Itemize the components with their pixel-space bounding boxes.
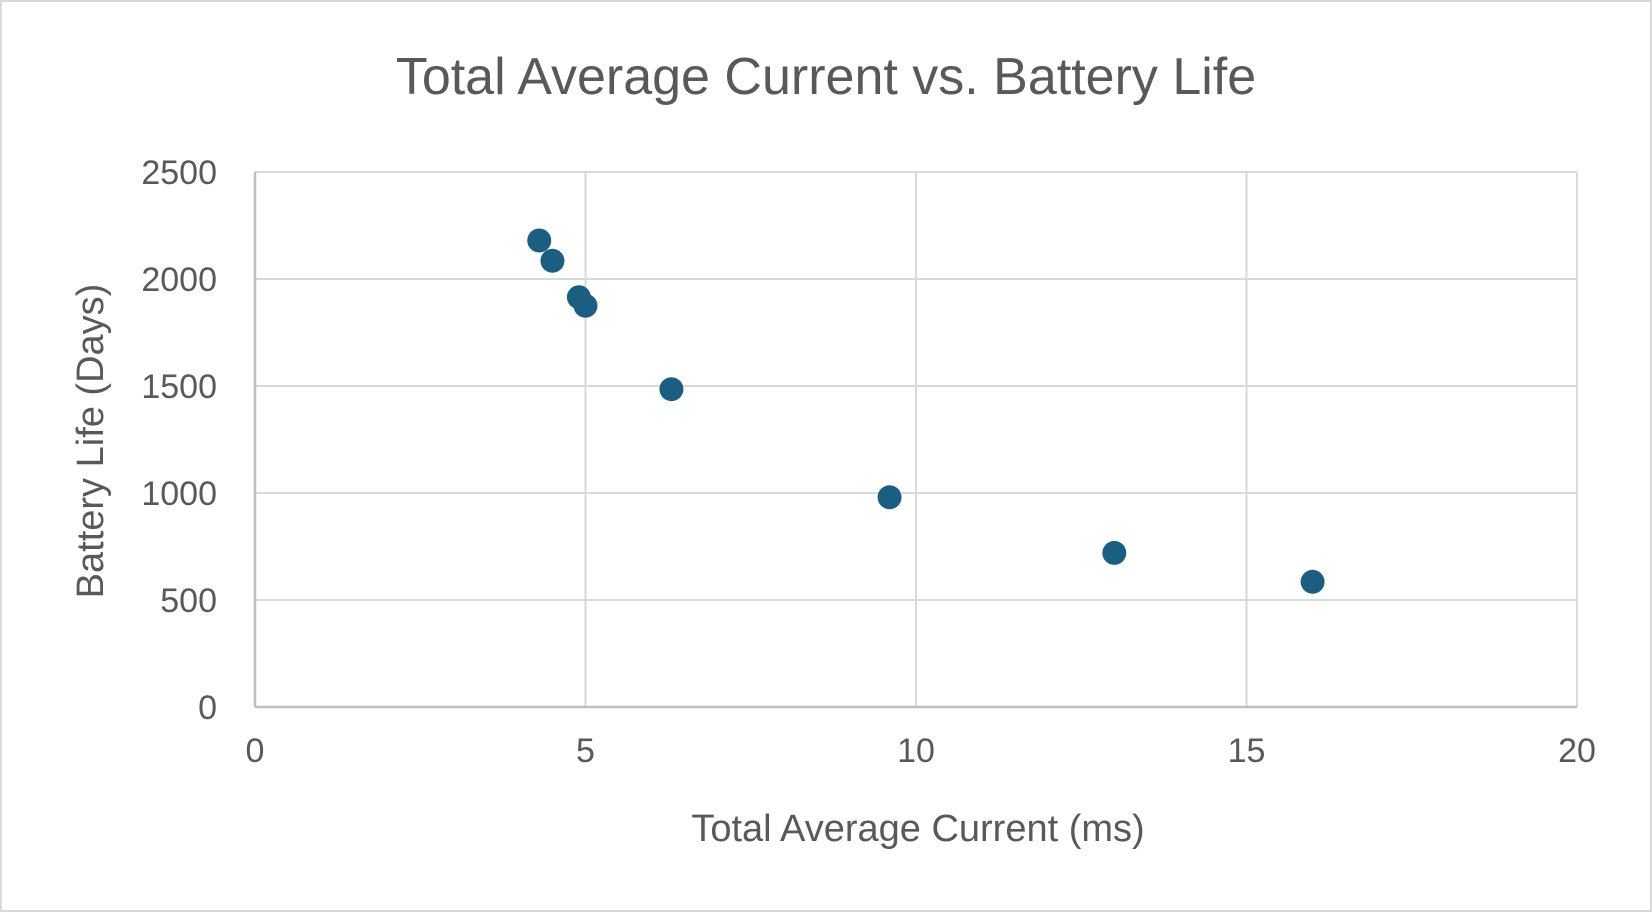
data-point xyxy=(540,248,565,273)
data-point xyxy=(1300,569,1325,594)
x-axis-label: Total Average Current (ms) xyxy=(691,808,1144,850)
x-tick-label: 0 xyxy=(246,732,265,770)
x-tick-label: 10 xyxy=(897,732,935,770)
x-tick-label: 15 xyxy=(1228,732,1266,770)
y-tick-label: 2500 xyxy=(141,154,217,192)
y-tick-label: 500 xyxy=(160,582,217,620)
chart-title: Total Average Current vs. Battery Life xyxy=(396,48,1256,106)
y-tick-label: 0 xyxy=(198,689,217,727)
y-axis-label: Battery Life (Days) xyxy=(70,284,112,599)
data-points xyxy=(527,228,1325,594)
data-point xyxy=(573,293,598,318)
y-tick-label: 2000 xyxy=(141,261,217,299)
data-point xyxy=(1102,540,1127,565)
y-tick-label: 1500 xyxy=(141,368,217,406)
grid-layer xyxy=(255,171,1578,707)
x-tick-label: 5 xyxy=(576,732,595,770)
y-tick-label: 1000 xyxy=(141,475,217,513)
x-tick-label: 20 xyxy=(1558,732,1596,770)
data-point xyxy=(527,228,552,253)
data-point xyxy=(877,485,902,510)
data-point xyxy=(659,377,684,402)
axis-layer xyxy=(253,172,1577,709)
tick-labels: 0 500 1000 1500 2000 2500 0 5 10 15 20 xyxy=(141,154,1596,770)
